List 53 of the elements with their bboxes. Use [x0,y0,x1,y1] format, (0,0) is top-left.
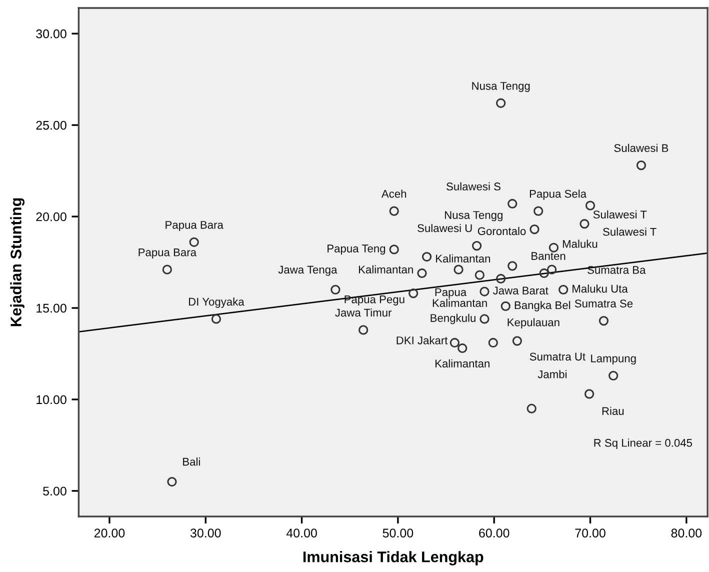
annotation: Sumatra Ba [588,266,646,274]
annotation: Jawa Timur [335,308,392,317]
y-tick-label: 5.00 [43,486,66,496]
x-tick-label: 80.00 [671,528,702,538]
annotation: Maluku Uta [572,284,628,293]
x-tick-label: 40.00 [286,528,317,538]
annotation: Sulawesi S [446,182,500,190]
annotation: DI Yogyaka [189,297,244,308]
annotation: Papua Bara [138,248,197,258]
annotation: Nusa Tengg [445,211,502,222]
annotation: Sulawesi T [593,210,647,218]
annotation: Kalimantan [435,359,490,368]
annotation: Sumatra Ut [530,352,586,361]
annotation: Jambi [538,370,567,378]
annotation: Banten [532,252,566,260]
x-tick-label: 20.00 [94,528,125,538]
annotation: DKI Jakart [396,336,448,344]
annotation: Sulawesi B [614,144,668,152]
annotation: Jawa Barat [493,286,548,295]
annotation: Sulawesi U [418,224,472,232]
annotation: Jawa Tenga [278,266,338,276]
y-tick-label: 25.00 [36,120,66,130]
annotation: Bengkulu [430,314,476,324]
annotation: R Sq Linear = 0.045 [594,438,692,449]
annotation: Riau [602,406,624,415]
x-tick-label: 30.00 [190,528,221,538]
y-tick-label: 10.00 [36,395,66,404]
x-axis-title: Imunisasi Tidak Lengkap [303,551,484,566]
annotation: Papua Sela [530,190,587,200]
annotation: Papua [435,288,467,298]
y-axis-title: Kejadian Stunting [10,198,25,326]
annotation: Papua Pegu [344,296,404,306]
annotation: Sulawesi T [603,228,656,236]
annotation: Bali [183,458,200,466]
y-tick-label: 30.00 [36,29,66,38]
annotation: Kepulauan [508,318,560,328]
annotation: Papua Bara [166,221,224,232]
annotation: Papua Teng [328,244,386,255]
annotation: Kalimantan [432,298,487,307]
x-tick-label: 50.00 [382,528,414,538]
annotation: Lampung [591,354,636,365]
annotation: Bangka Bel [514,300,570,312]
y-tick-label: 15.00 [36,304,66,313]
annotation: Kalimantan [436,254,490,263]
x-tick-label: 70.00 [575,528,606,538]
x-tick-label: 60.00 [479,528,510,538]
annotation: Sumatra Se [574,300,633,308]
annotation: Maluku [562,240,598,248]
annotation: Gorontalo [478,226,526,236]
annotation: Kalimantan [358,265,413,274]
y-tick-label: 20.00 [36,212,66,222]
annotation: Aceh [381,190,406,198]
annotation: Nusa Tengg [472,82,530,92]
